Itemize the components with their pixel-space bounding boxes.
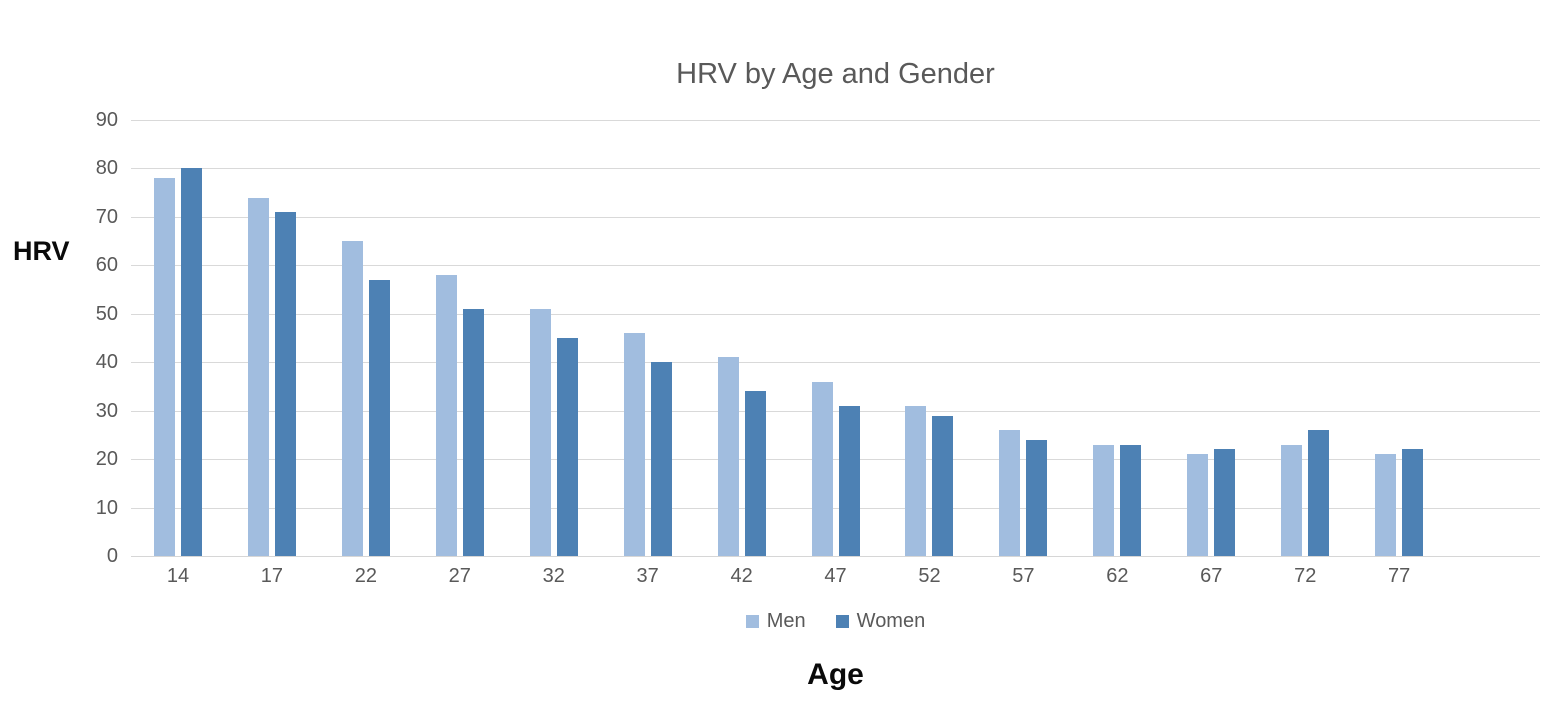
x-tick-label: 17 (260, 565, 284, 587)
bar-men (341, 241, 363, 556)
bar-group-72 (1258, 120, 1352, 556)
bar-men (153, 178, 175, 556)
gridline (131, 459, 1540, 461)
bar-group-62 (1070, 120, 1164, 556)
legend-item-women: Women (835, 610, 926, 633)
bars-layer (131, 120, 1540, 556)
bar-men (1187, 454, 1209, 556)
bar-women (1402, 449, 1424, 556)
y-tick-label: 30 (95, 399, 118, 422)
bar-women (744, 391, 766, 556)
bar-men (1281, 444, 1303, 556)
bar-women (1026, 439, 1048, 556)
y-tick-label: 10 (95, 496, 118, 519)
plot-area (131, 120, 1540, 557)
bar-women (1120, 444, 1142, 556)
y-tick-label: 0 (106, 545, 118, 567)
x-tick-label: 47 (824, 565, 847, 587)
x-tick-label: 14 (166, 565, 190, 587)
gridline (131, 216, 1540, 218)
bar-women (838, 405, 860, 556)
gridline (131, 410, 1540, 412)
legend-label: Men (766, 610, 806, 632)
bar-women (556, 338, 578, 556)
gridline (131, 168, 1540, 170)
y-axis-title: HRV (13, 236, 70, 266)
bar-group-52 (883, 120, 977, 556)
bar-group-27 (413, 120, 507, 556)
bar-men (247, 197, 269, 556)
bar-men (623, 333, 645, 556)
bar-women (650, 362, 672, 556)
gridline (131, 362, 1540, 364)
x-tick-label: 37 (636, 565, 659, 587)
y-tick-label: 20 (95, 448, 118, 471)
x-tick-label: 32 (542, 565, 565, 587)
bar-group-22 (319, 120, 413, 556)
y-tick-label: 50 (95, 302, 118, 325)
bar-women (462, 308, 484, 556)
legend-swatch-icon (745, 615, 759, 628)
bar-men (1093, 444, 1115, 556)
y-tick-label: 90 (95, 109, 118, 131)
legend-item-men: Men (745, 610, 806, 633)
x-tick-label: 27 (448, 565, 471, 587)
legend-label: Women (856, 610, 926, 632)
bar-men (999, 430, 1021, 556)
gridline (131, 120, 1540, 121)
bar-men (717, 357, 739, 556)
gridline (131, 265, 1540, 267)
x-tick-label: 72 (1294, 565, 1317, 587)
x-tick-label: 67 (1200, 565, 1223, 587)
bar-women (1214, 449, 1236, 556)
bar-group-37 (601, 120, 695, 556)
bar-group-57 (976, 120, 1070, 556)
bar-men (905, 405, 927, 556)
y-tick-label: 40 (95, 351, 118, 374)
x-tick-label: 42 (730, 565, 753, 587)
gridline (131, 507, 1540, 509)
x-tick-label: 77 (1388, 565, 1411, 587)
bar-group-14 (131, 120, 225, 556)
empty-slot (1446, 120, 1540, 556)
bar-group-77 (1352, 120, 1446, 556)
bar-women (180, 168, 202, 556)
legend-swatch-icon (835, 615, 849, 628)
bar-group-67 (1164, 120, 1258, 556)
x-tick-label: 22 (354, 565, 377, 587)
chart-title: HRV by Age and Gender (676, 58, 995, 90)
y-tick-label: 60 (95, 254, 118, 277)
bar-women (932, 415, 954, 556)
x-tick-label: 62 (1106, 565, 1129, 587)
bar-women (274, 212, 296, 556)
bar-men (435, 275, 457, 556)
bar-men (1375, 454, 1397, 556)
bar-men (529, 308, 551, 556)
bar-women (368, 279, 390, 556)
y-tick-label: 80 (95, 157, 118, 180)
bar-group-42 (695, 120, 789, 556)
x-axis-tick-labels: 14 17 22 27 32 37 42 47 52 57 62 67 72 77 (131, 565, 1540, 588)
bar-group-47 (789, 120, 883, 556)
y-tick-label: 70 (95, 205, 118, 228)
empty-tick-slot (1446, 565, 1540, 588)
x-tick-label: 52 (918, 565, 941, 587)
bar-men (811, 381, 833, 556)
legend: Men Women (131, 610, 1540, 633)
x-axis-title: Age (807, 658, 864, 691)
bar-women (1308, 430, 1330, 556)
bar-group-32 (507, 120, 601, 556)
x-tick-label: 57 (1012, 565, 1035, 587)
bar-group-17 (225, 120, 319, 556)
gridline (131, 313, 1540, 315)
